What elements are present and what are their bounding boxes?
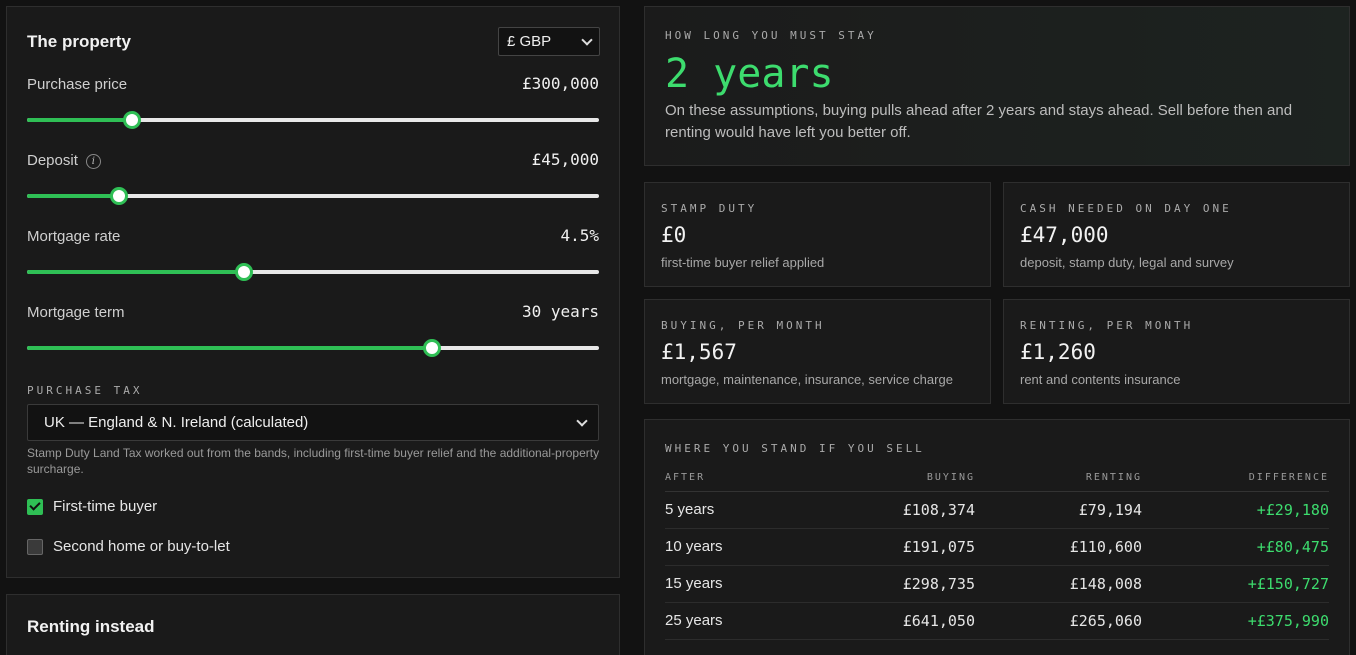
buying-per-month-card: BUYING, PER MONTH £1,567 mortgage, maint… bbox=[644, 299, 991, 404]
renting-card: Renting instead bbox=[6, 594, 620, 655]
stat-subtext: deposit, stamp duty, legal and survey bbox=[1020, 255, 1234, 270]
mortgage-term-slider[interactable] bbox=[27, 338, 599, 358]
mortgage-rate-value: 4.5% bbox=[560, 226, 599, 245]
col-buying: BUYING bbox=[865, 465, 975, 492]
slider-fill bbox=[27, 194, 119, 198]
deposit-label: Deposit i bbox=[27, 152, 101, 169]
second-home-label: Second home or buy-to-let bbox=[53, 538, 230, 555]
stat-value: £1,567 bbox=[661, 340, 737, 364]
cash-needed-card: CASH NEEDED ON DAY ONE £47,000 deposit, … bbox=[1003, 182, 1350, 287]
col-renting: RENTING bbox=[975, 465, 1142, 492]
first-time-buyer-checkbox[interactable]: First-time buyer bbox=[27, 498, 157, 515]
stat-eyebrow: CASH NEEDED ON DAY ONE bbox=[1020, 202, 1232, 215]
cell-difference: +£150,727 bbox=[1142, 565, 1329, 603]
currency-value: £ GBP bbox=[507, 33, 552, 50]
table-row: 10 years £191,075 £110,600 +£80,475 bbox=[665, 528, 1329, 566]
stat-value: £1,260 bbox=[1020, 340, 1096, 364]
purchase-price-value: £300,000 bbox=[521, 74, 599, 93]
stat-value: £47,000 bbox=[1020, 223, 1109, 247]
first-time-buyer-label: First-time buyer bbox=[53, 498, 158, 515]
cell-buying: £641,050 bbox=[865, 602, 975, 640]
purchase-tax-value: UK — England & N. Ireland (calculated) bbox=[44, 414, 309, 431]
slider-fill bbox=[27, 346, 432, 350]
stay-card: HOW LONG YOU MUST STAY 2 years On these … bbox=[644, 6, 1350, 166]
cell-renting: £110,600 bbox=[975, 528, 1142, 566]
deposit-label-text: Deposit bbox=[27, 152, 78, 169]
checkbox-unchecked-icon[interactable] bbox=[27, 538, 43, 555]
cell-after: 5 years bbox=[665, 491, 865, 529]
renting-per-month-card: RENTING, PER MONTH £1,260 rent and conte… bbox=[1003, 299, 1350, 404]
cell-difference: +£80,475 bbox=[1142, 528, 1329, 566]
purchase-tax-note: Stamp Duty Land Tax worked out from the … bbox=[27, 446, 600, 476]
purchase-tax-select[interactable]: UK — England & N. Ireland (calculated) bbox=[27, 404, 599, 441]
stat-subtext: first-time buyer relief applied bbox=[661, 255, 825, 270]
stat-subtext: mortgage, maintenance, insurance, servic… bbox=[661, 372, 953, 387]
stat-eyebrow: BUYING, PER MONTH bbox=[661, 319, 825, 332]
sell-title: WHERE YOU STAND IF YOU SELL bbox=[665, 442, 925, 455]
mortgage-term-value: 30 years bbox=[521, 302, 599, 321]
slider-fill bbox=[27, 118, 132, 122]
chevron-down-icon bbox=[581, 33, 593, 46]
currency-select[interactable]: £ GBP bbox=[498, 27, 600, 56]
purchase-price-slider[interactable] bbox=[27, 110, 599, 130]
purchase-price-label: Purchase price bbox=[27, 76, 128, 93]
info-icon[interactable]: i bbox=[85, 154, 101, 169]
slider-thumb[interactable] bbox=[422, 339, 441, 357]
property-card: The property £ GBP Purchase price £300,0… bbox=[6, 6, 620, 578]
stay-description: On these assumptions, buying pulls ahead… bbox=[665, 102, 1293, 141]
mortgage-rate-slider[interactable] bbox=[27, 262, 599, 282]
cell-after: 25 years bbox=[665, 602, 865, 640]
sell-card: WHERE YOU STAND IF YOU SELL AFTER BUYING… bbox=[644, 419, 1350, 655]
cell-difference: +£375,990 bbox=[1142, 602, 1329, 640]
table-header-row: AFTER BUYING RENTING DIFFERENCE bbox=[665, 465, 1329, 492]
deposit-value: £45,000 bbox=[531, 150, 599, 169]
purchase-tax-label: PURCHASE TAX bbox=[27, 384, 143, 397]
table-row: 15 years £298,735 £148,008 +£150,727 bbox=[665, 565, 1329, 603]
slider-thumb[interactable] bbox=[234, 263, 253, 281]
cell-difference: +£29,180 bbox=[1142, 491, 1329, 529]
cell-after: 10 years bbox=[665, 528, 865, 566]
table-row: 25 years £641,050 £265,060 +£375,990 bbox=[665, 602, 1329, 640]
slider-thumb[interactable] bbox=[109, 187, 128, 205]
cell-renting: £79,194 bbox=[975, 491, 1142, 529]
chevron-down-icon bbox=[576, 414, 588, 427]
cell-renting: £265,060 bbox=[975, 602, 1142, 640]
stay-eyebrow: HOW LONG YOU MUST STAY bbox=[665, 29, 877, 42]
deposit-slider[interactable] bbox=[27, 186, 599, 206]
slider-fill bbox=[27, 270, 244, 274]
col-difference: DIFFERENCE bbox=[1142, 465, 1329, 492]
slider-track bbox=[27, 270, 599, 274]
slider-track bbox=[27, 194, 599, 198]
stat-subtext: rent and contents insurance bbox=[1020, 372, 1181, 387]
renting-title: Renting instead bbox=[27, 617, 155, 636]
cell-buying: £108,374 bbox=[865, 491, 975, 529]
slider-track bbox=[27, 118, 599, 122]
stamp-duty-card: STAMP DUTY £0 first-time buyer relief ap… bbox=[644, 182, 991, 287]
col-after: AFTER bbox=[665, 465, 865, 492]
stat-value: £0 bbox=[661, 223, 687, 247]
stay-years: 2 years bbox=[665, 51, 834, 97]
table-row: 5 years £108,374 £79,194 +£29,180 bbox=[665, 491, 1329, 529]
stat-eyebrow: RENTING, PER MONTH bbox=[1020, 319, 1194, 332]
cell-buying: £191,075 bbox=[865, 528, 975, 566]
checkbox-checked-icon[interactable] bbox=[27, 498, 43, 515]
cell-buying: £298,735 bbox=[865, 565, 975, 603]
second-home-checkbox[interactable]: Second home or buy-to-let bbox=[27, 538, 230, 555]
stat-eyebrow: STAMP DUTY bbox=[661, 202, 758, 215]
cell-after: 15 years bbox=[665, 565, 865, 603]
mortgage-term-label: Mortgage term bbox=[27, 304, 125, 321]
cell-renting: £148,008 bbox=[975, 565, 1142, 603]
slider-thumb[interactable] bbox=[122, 111, 141, 129]
property-title: The property bbox=[27, 32, 131, 51]
mortgage-rate-label: Mortgage rate bbox=[27, 228, 121, 245]
sell-table: AFTER BUYING RENTING DIFFERENCE 5 years … bbox=[665, 465, 1329, 640]
